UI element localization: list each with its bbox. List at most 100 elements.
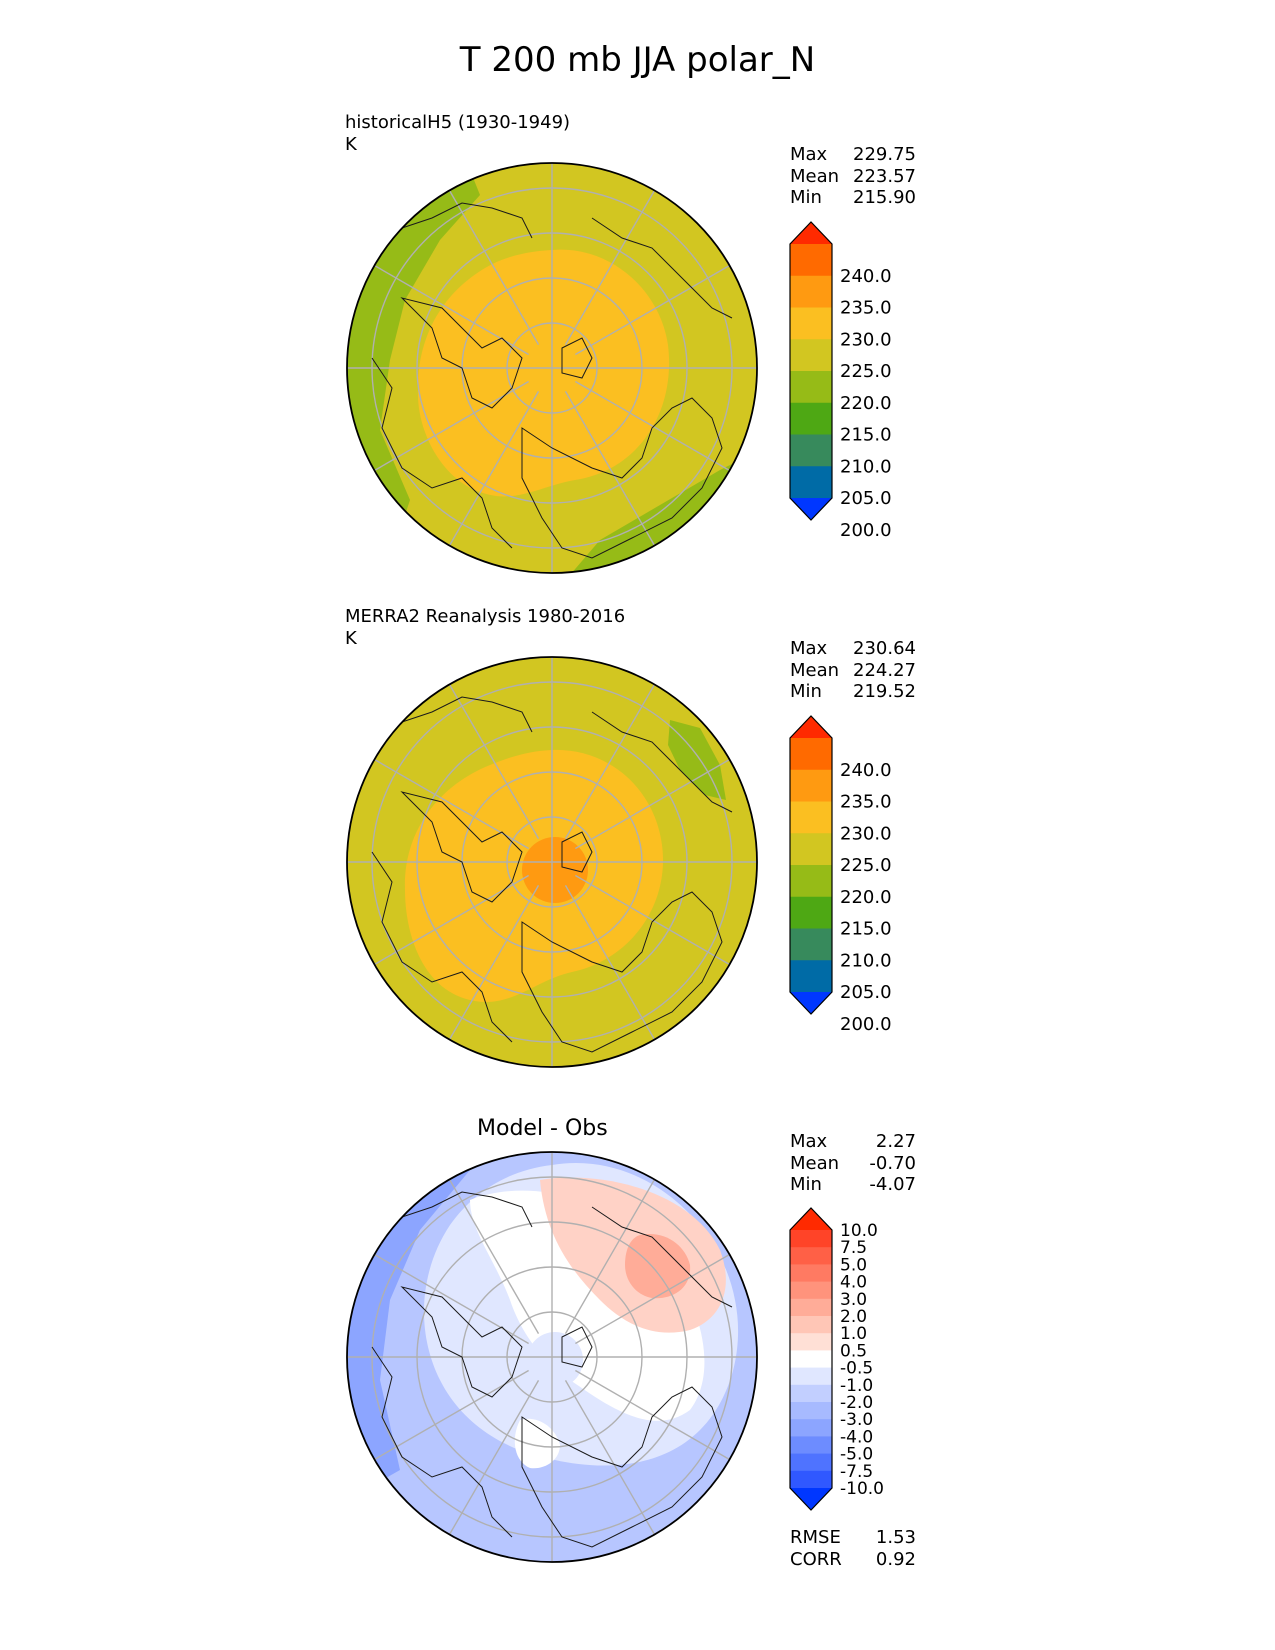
stat-name: Min	[790, 187, 822, 208]
colorbar-tick-label: 225.0	[840, 855, 892, 876]
coastline	[371, 1346, 513, 1538]
colorbar-tick-label: 225.0	[840, 361, 892, 382]
stat-name: Mean	[790, 165, 840, 187]
coastline	[591, 1206, 733, 1308]
meridian-line	[564, 1179, 656, 1334]
colorbar-band	[790, 1402, 832, 1420]
colorbar-outline	[789, 1207, 833, 1511]
colorbar-band	[790, 1453, 832, 1472]
colorbar-tick-label: 205.0	[840, 982, 892, 1003]
colorbar-band	[790, 896, 832, 929]
meridian-line	[374, 874, 529, 966]
colorbar-band	[790, 1367, 832, 1386]
colorbar-band	[790, 1419, 832, 1437]
colorbar-tick-label: 4.0	[840, 1273, 867, 1293]
metric-value: 1.53	[875, 1527, 916, 1548]
stat-name: Min	[790, 681, 822, 702]
meridian-line	[374, 380, 529, 472]
meridian-line	[374, 758, 529, 850]
stat-value: 215.90	[853, 187, 916, 208]
colorbar-tick-label: 205.0	[840, 488, 892, 509]
coastline	[591, 217, 733, 319]
colorbar-band	[790, 738, 832, 771]
meridian-line	[374, 264, 529, 356]
panel-3-title: Model - Obs	[477, 1116, 608, 1141]
colorbar-tick-label: 3.0	[840, 1290, 867, 1310]
panel-1-unit: K	[345, 134, 357, 155]
metric-name: CORR	[790, 1548, 842, 1570]
meridian-line	[575, 1253, 730, 1345]
colorbar-tick-label: 5.0	[840, 1255, 867, 1275]
stat-value: 224.27	[853, 659, 916, 681]
panel-1-label: historicalH5 (1930-1949) K	[345, 112, 570, 156]
colorbar-band	[790, 865, 832, 898]
colorbar-extend-max	[790, 222, 832, 244]
stat-value: -4.07	[869, 1174, 916, 1195]
panel-2-label: MERRA2 Reanalysis 1980-2016 K	[345, 606, 625, 650]
coastline	[401, 1191, 533, 1228]
colorbar-tick-label: 10.0	[840, 1221, 878, 1241]
colorbar-band	[790, 434, 832, 467]
colorbar-panel-3: 10.07.55.04.03.02.01.00.5-0.5-1.0-2.0-3.…	[789, 1207, 884, 1511]
meridian-line	[575, 874, 730, 966]
stat-value: -0.70	[869, 1152, 916, 1174]
stat-name: Max	[790, 1131, 828, 1152]
panel-1-stats: Max 229.75 Mean 223.57 Min 215.90	[790, 144, 916, 209]
region-215-220-west	[347, 170, 480, 560]
metric-value: 0.92	[875, 1548, 916, 1570]
colorbar-band	[790, 244, 832, 277]
coastline	[400, 297, 523, 409]
coastline	[371, 357, 513, 549]
colorbar-band	[790, 833, 832, 866]
coastline	[591, 711, 733, 813]
map-3-overlay	[347, 1152, 757, 1562]
colorbar-band	[790, 1230, 832, 1248]
meridian-line	[564, 391, 656, 546]
coastline	[521, 1386, 723, 1548]
region-neg05-05-south	[514, 1418, 560, 1469]
colorbar-tick-label: -10.0	[840, 1479, 884, 1499]
stat-name: Min	[790, 1174, 822, 1195]
stat-value: 223.57	[853, 165, 916, 187]
colorbar-tick-label: 200.0	[840, 520, 892, 541]
meridian-line	[374, 1369, 529, 1461]
coastline	[400, 1286, 523, 1398]
colorbar-band	[790, 339, 832, 372]
meridian-line	[374, 1253, 529, 1345]
colorbar-band	[790, 1298, 832, 1317]
colorbar-extend-min	[790, 992, 832, 1014]
colorbar-tick-label: -5.0	[840, 1445, 873, 1465]
meridian-line	[448, 190, 540, 345]
colorbar-band	[790, 1470, 832, 1489]
panel-3-metrics: RMSE 1.53 CORR 0.92	[790, 1527, 916, 1570]
colorbar-panel-2: 240.0 235.0 230.0 225.0 220.0 215.0 210.0 205.0…	[789, 715, 892, 1035]
stat-name: Mean	[790, 659, 840, 681]
colorbar-tick-label: 200.0	[840, 1014, 892, 1035]
stat-name: Mean	[790, 1152, 840, 1174]
panel-2-stats: Max 230.64 Mean 224.27 Min 219.52	[790, 638, 916, 703]
colorbar-band	[790, 1316, 832, 1334]
colorbar-extend-max	[790, 1208, 832, 1230]
colorbar-band	[790, 275, 832, 308]
coastline	[561, 337, 593, 379]
stat-name: Max	[790, 638, 828, 659]
coastline	[561, 1326, 593, 1368]
colorbar-band	[790, 307, 832, 340]
coastline	[561, 831, 593, 873]
panel-3-stats: Max 2.27 Mean -0.70 Min -4.07	[790, 1131, 916, 1196]
coastline	[521, 397, 723, 559]
colorbar-tick-label: 230.0	[840, 329, 892, 350]
colorbar-band	[790, 402, 832, 435]
colorbar-tick-label: -0.5	[840, 1359, 873, 1379]
meridian-line	[564, 885, 656, 1040]
colorbar-tick-label: -4.0	[840, 1427, 873, 1447]
colorbar-panel-1: 240.0 235.0 230.0 225.0 220.0 215.0 210.0 205.0…	[789, 221, 892, 541]
region-2-3	[625, 1234, 691, 1299]
colorbar-extend-max	[790, 716, 832, 738]
colorbar-tick-label: -7.5	[840, 1462, 873, 1482]
meridian-line	[564, 190, 656, 345]
meridian-line	[448, 1380, 540, 1535]
colorbar-band	[790, 769, 832, 802]
meridian-line	[448, 885, 540, 1040]
